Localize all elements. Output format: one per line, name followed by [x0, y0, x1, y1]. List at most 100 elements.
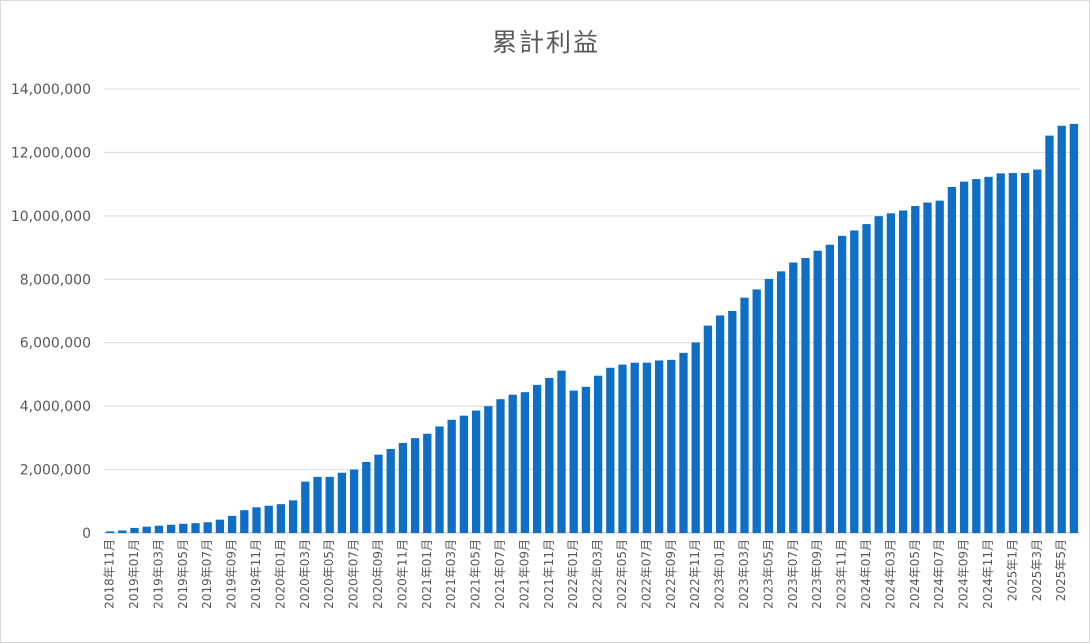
bar [874, 216, 883, 534]
x-tick-label: 2022年05月 [615, 539, 629, 609]
bar [1033, 169, 1042, 534]
x-tick-label: 2020年09月 [371, 539, 385, 609]
bar [130, 527, 139, 533]
bar [325, 476, 334, 533]
bar [825, 244, 835, 533]
bar [435, 426, 444, 533]
bar [789, 262, 798, 533]
bar [386, 448, 395, 533]
bar [1069, 123, 1079, 533]
y-tick-label: 8,000,000 [20, 272, 91, 288]
bar [703, 325, 713, 533]
x-tick-label: 2020年03月 [298, 539, 312, 609]
bar [752, 289, 761, 533]
bar [362, 461, 371, 533]
y-tick-label: 12,000,000 [11, 145, 91, 161]
bar [898, 210, 908, 533]
x-tick-label: 2019年07月 [200, 539, 214, 609]
bar [508, 394, 517, 533]
x-tick-label: 2023年05月 [761, 539, 775, 609]
x-tick-label: 2024年07月 [932, 539, 946, 609]
x-tick-label: 2025年3月 [1030, 539, 1044, 601]
bar [337, 472, 347, 533]
x-tick-label: 2025年5月 [1054, 539, 1068, 601]
bar [288, 500, 298, 533]
x-tick-label: 2024年09月 [957, 539, 971, 609]
bar [313, 476, 322, 533]
x-tick-label: 2019年03月 [151, 539, 165, 609]
bar [349, 469, 359, 533]
x-tick-label: 2018年11月 [103, 539, 117, 609]
x-tick-label: 2024年01月 [859, 539, 873, 609]
bar [154, 525, 164, 533]
bar [264, 505, 273, 533]
x-tick-label: 2021年05月 [469, 539, 483, 609]
bar [1045, 135, 1054, 533]
bar [959, 181, 969, 534]
y-tick-label: 4,000,000 [20, 399, 91, 415]
x-tick-label: 2023年03月 [737, 539, 751, 609]
bar [520, 392, 530, 533]
x-tick-label: 2021年09月 [517, 539, 531, 609]
x-tick-label: 2021年07月 [493, 539, 507, 609]
bar [471, 410, 481, 533]
x-tick-label: 2021年03月 [444, 539, 458, 609]
bar [947, 187, 957, 533]
bar [374, 454, 383, 533]
bar [252, 507, 261, 533]
bar [801, 258, 810, 533]
x-tick-label: 2022年07月 [639, 539, 653, 609]
bar [227, 515, 237, 533]
x-tick-label: 2019年05月 [176, 539, 190, 609]
y-tick-label: 6,000,000 [20, 336, 91, 352]
bar [593, 375, 603, 533]
x-tick-label: 2022年03月 [591, 539, 605, 609]
bar [642, 362, 652, 533]
y-tick-label: 14,000,000 [11, 82, 91, 98]
bar [581, 386, 591, 533]
bar [166, 524, 176, 533]
bar [984, 176, 993, 533]
bar [996, 173, 1005, 534]
bar [972, 179, 981, 533]
bar [545, 377, 554, 533]
bar [654, 360, 664, 533]
x-tick-label: 2019年11月 [249, 539, 263, 609]
bar [240, 510, 249, 533]
x-tick-label: 2023年11月 [835, 539, 849, 609]
bar [142, 526, 151, 533]
x-tick-label: 2024年11月 [981, 539, 995, 609]
x-tick-label: 2024年03月 [883, 539, 897, 609]
x-tick-label: 2022年11月 [688, 539, 702, 609]
bar [679, 352, 688, 533]
bar [740, 297, 749, 533]
bar [850, 230, 859, 533]
bar [606, 367, 615, 533]
bar [105, 531, 115, 533]
bar [398, 442, 408, 533]
chart-title: 累計利益 [491, 28, 600, 57]
x-tick-label: 2024年05月 [908, 539, 922, 609]
bar [118, 530, 127, 533]
bar [1008, 173, 1018, 534]
bar [862, 224, 871, 533]
x-tick-label: 2023年01月 [713, 539, 727, 609]
bar [301, 481, 310, 533]
bar [1057, 125, 1066, 533]
bar [837, 235, 847, 533]
bar [557, 370, 566, 533]
bar [179, 523, 188, 533]
x-tick-label: 2021年11月 [542, 539, 556, 609]
bar [215, 519, 225, 533]
bar [447, 419, 456, 533]
y-tick-label: 10,000,000 [11, 209, 91, 225]
bar [691, 342, 700, 533]
bar [569, 390, 578, 533]
x-tick-label: 2025年1月 [1005, 539, 1019, 601]
bar [630, 362, 639, 533]
x-tick-label: 2023年07月 [786, 539, 800, 609]
bar [813, 250, 822, 534]
bar [715, 315, 725, 533]
